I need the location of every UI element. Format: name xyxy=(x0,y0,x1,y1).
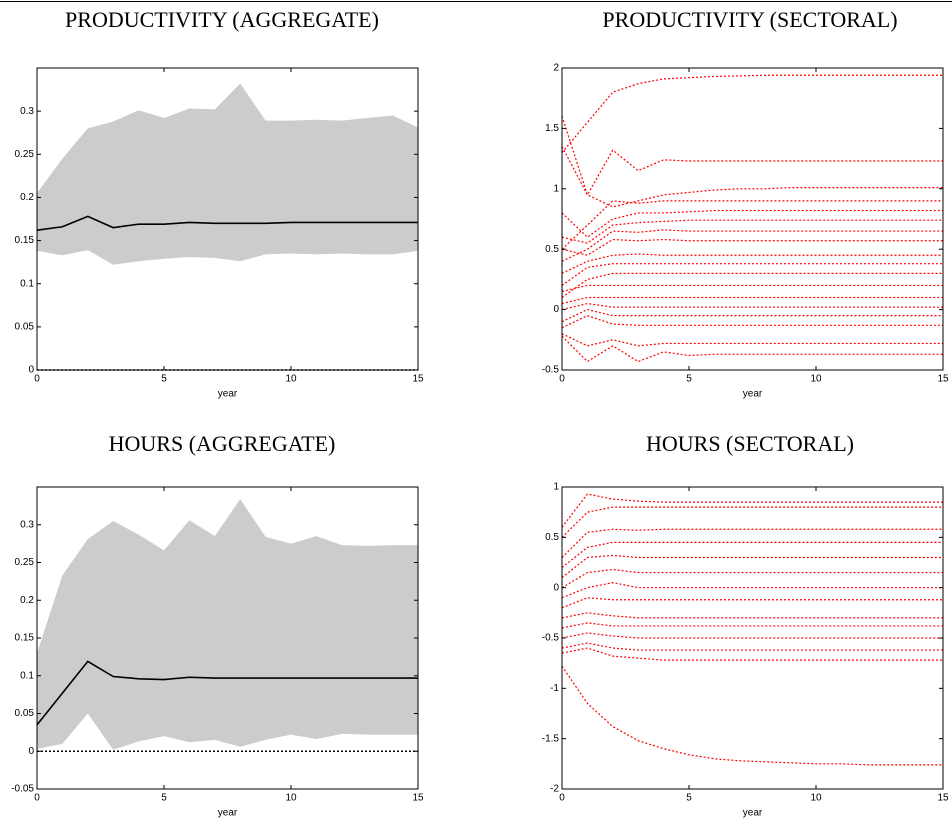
chart-title: HOURS (AGGREGATE) xyxy=(109,431,336,456)
x-tick-label: 0 xyxy=(559,793,565,804)
series-line xyxy=(561,74,943,153)
y-tick-label: 2 xyxy=(553,63,559,74)
y-tick-label: 1 xyxy=(553,482,559,493)
y-tick-label: 0.25 xyxy=(15,557,35,568)
x-axis-label: year xyxy=(743,389,763,400)
series-line xyxy=(561,253,943,274)
x-axis-label: year xyxy=(743,808,763,819)
y-tick-label: 0 xyxy=(28,746,34,757)
x-tick-label: 15 xyxy=(412,374,424,385)
y-tick-label: 0.3 xyxy=(20,106,34,117)
axes-box xyxy=(36,67,419,371)
series-line xyxy=(36,660,418,726)
chart-title: HOURS (SECTORAL) xyxy=(646,431,854,456)
y-tick-label: 0.25 xyxy=(15,149,35,160)
series-line xyxy=(561,238,943,256)
series-line xyxy=(561,263,943,286)
x-tick-label: 0 xyxy=(34,374,40,385)
series-line xyxy=(561,284,943,293)
y-tick-label: 0.15 xyxy=(15,633,35,644)
y-tick-label: 0.05 xyxy=(15,708,35,719)
series-line xyxy=(561,493,943,528)
y-tick-label: -0.5 xyxy=(542,633,560,644)
x-axis-label: year xyxy=(218,389,238,400)
series-line xyxy=(561,642,943,651)
y-tick-label: 0.1 xyxy=(20,278,34,289)
series-line xyxy=(561,647,943,661)
y-tick-label: 0 xyxy=(553,304,559,315)
y-tick-label: 0 xyxy=(553,582,559,593)
series-line xyxy=(561,296,943,305)
x-tick-label: 10 xyxy=(285,374,297,385)
x-tick-label: 5 xyxy=(686,374,692,385)
x-tick-label: 15 xyxy=(412,793,424,804)
x-tick-label: 5 xyxy=(686,793,692,804)
series-line xyxy=(561,314,943,329)
x-tick-label: 15 xyxy=(937,793,949,804)
x-tick-label: 5 xyxy=(161,374,167,385)
y-tick-label: 0.15 xyxy=(15,235,35,246)
y-tick-label: 0.5 xyxy=(545,532,559,543)
y-tick-label: 0.05 xyxy=(15,321,35,332)
axes-box xyxy=(561,67,944,371)
y-tick-label: 0.2 xyxy=(20,595,34,606)
series-line xyxy=(561,554,943,579)
series-line xyxy=(561,200,943,250)
confidence-band xyxy=(37,499,418,750)
chart-title: PRODUCTIVITY (AGGREGATE) xyxy=(65,7,379,32)
series-line xyxy=(561,146,943,208)
series-line xyxy=(561,541,943,569)
series-line xyxy=(561,632,943,639)
series-line xyxy=(561,335,943,363)
series-line xyxy=(561,582,943,599)
series-line xyxy=(561,209,943,238)
plot-area xyxy=(562,68,943,370)
y-tick-label: -0.05 xyxy=(11,784,34,795)
chart-title: PRODUCTIVITY (SECTORAL) xyxy=(602,7,897,32)
y-tick-label: 0.1 xyxy=(20,670,34,681)
series-line xyxy=(561,622,943,629)
series-line xyxy=(561,219,943,244)
series-line xyxy=(561,229,943,262)
series-line xyxy=(561,506,943,538)
y-tick-label: 0 xyxy=(28,365,34,376)
series-line xyxy=(561,665,943,766)
y-tick-label: 1.5 xyxy=(545,123,559,134)
series-line xyxy=(561,308,943,323)
x-tick-label: 10 xyxy=(810,374,822,385)
y-tick-label: -2 xyxy=(550,784,559,795)
y-tick-label: 0.2 xyxy=(20,192,34,203)
y-tick-label: 0.3 xyxy=(20,519,34,530)
series-line xyxy=(561,612,943,619)
series-line xyxy=(36,215,418,232)
series-line xyxy=(561,272,943,299)
x-tick-label: 15 xyxy=(937,374,949,385)
series-line xyxy=(561,528,943,558)
x-tick-label: 5 xyxy=(161,793,167,804)
series-line xyxy=(561,333,943,347)
x-tick-label: 10 xyxy=(810,793,822,804)
x-tick-label: 0 xyxy=(34,793,40,804)
y-tick-label: -1.5 xyxy=(542,733,560,744)
y-tick-label: -1 xyxy=(550,683,559,694)
y-tick-label: -0.5 xyxy=(542,365,560,376)
x-axis-label: year xyxy=(218,808,238,819)
series-line xyxy=(561,302,943,311)
x-tick-label: 10 xyxy=(285,793,297,804)
series-line xyxy=(561,597,943,609)
y-tick-label: 0.5 xyxy=(545,244,559,255)
plot-area xyxy=(562,487,943,789)
x-tick-label: 0 xyxy=(559,374,565,385)
y-tick-label: 1 xyxy=(553,183,559,194)
confidence-band xyxy=(37,83,418,265)
